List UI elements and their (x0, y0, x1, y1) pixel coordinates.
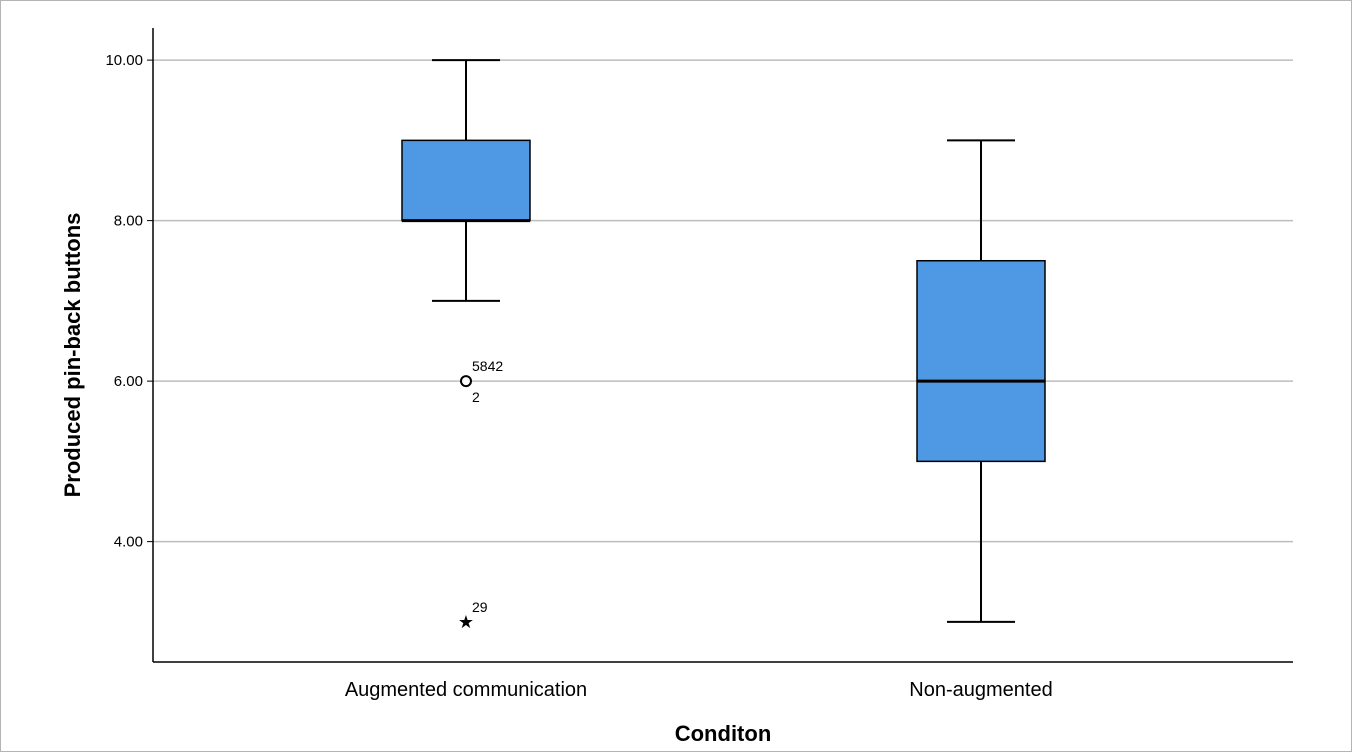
axes (152, 28, 1293, 663)
extreme-outlier-point: ★ (458, 612, 474, 633)
x-axis-title: Conditon (675, 721, 772, 746)
y-tick-labels: 4.00 6.00 8.00 10.00 (105, 52, 143, 551)
category-label: Non-augmented (909, 679, 1052, 701)
box-group (916, 139, 1046, 623)
box-iqr (916, 259, 1046, 463)
y-tick-label: 4.00 (114, 534, 143, 551)
category-label: Augmented communication (345, 679, 587, 701)
y-tick-label: 8.00 (114, 213, 143, 230)
outlier-label: 5842 (472, 358, 503, 374)
outlier-label: 2 (472, 389, 480, 405)
y-tick-label: 10.00 (105, 52, 143, 69)
grid-lines (147, 59, 1293, 543)
box-iqr (401, 139, 531, 222)
boxes: 5842 2 ★29 (401, 59, 1046, 633)
outlier-point (460, 375, 472, 388)
y-axis-title: Produced pin-back buttons (60, 213, 85, 498)
outlier-label: 29 (472, 599, 488, 615)
y-tick-label: 6.00 (114, 373, 143, 390)
category-labels: Augmented communication Non-augmented (345, 679, 1053, 701)
box-group: 5842 2 ★29 (401, 59, 531, 633)
